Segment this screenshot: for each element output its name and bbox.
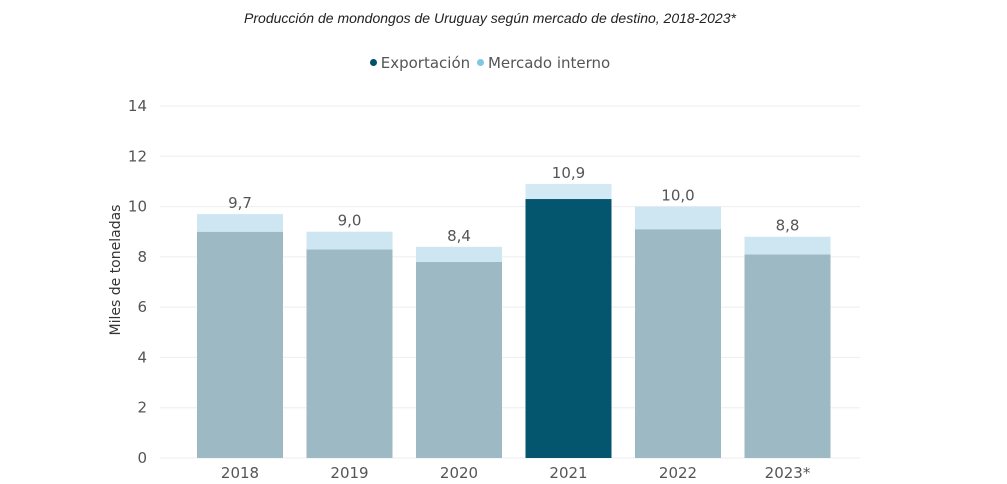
- bar-mercado-interno-2022[interactable]: [635, 206, 721, 230]
- y-tick-label: 12: [128, 147, 147, 165]
- bar-exportacion-2019[interactable]: [306, 249, 393, 458]
- bar-mercado-interno-2021[interactable]: [525, 183, 612, 200]
- total-label: 9,0: [338, 212, 362, 230]
- bar-mercado-interno-2019[interactable]: [306, 231, 393, 250]
- y-axis-ticks: 0 2 4 6 8 10 12 14: [128, 97, 147, 467]
- legend-dot-exportacion: [369, 59, 377, 66]
- legend-label-mercado-interno: Mercado interno: [487, 54, 611, 72]
- bar-exportacion-2018[interactable]: [197, 231, 283, 458]
- y-tick-label: 4: [137, 348, 147, 366]
- x-tick-label: 2020: [440, 464, 478, 482]
- bar-exportacion-2023[interactable]: [744, 254, 831, 458]
- total-label: 10,9: [552, 164, 585, 182]
- x-tick-label: 2019: [330, 464, 368, 482]
- chart-title: Producción de mondongos de Uruguay según…: [244, 10, 736, 26]
- y-tick-label: 10: [128, 198, 147, 216]
- total-label: 10,0: [661, 187, 694, 205]
- y-axis-title: Miles de toneladas: [108, 205, 124, 336]
- x-tick-label: 2022: [659, 464, 697, 482]
- bar-exportacion-2020[interactable]: [416, 261, 502, 458]
- y-tick-label: 14: [128, 97, 147, 115]
- bar-exportacion-2022[interactable]: [635, 229, 721, 458]
- legend-label-exportacion: Exportación: [380, 54, 471, 72]
- total-label: 8,8: [776, 217, 800, 235]
- bar-mercado-interno-2020[interactable]: [416, 246, 502, 262]
- bar-mercado-interno-2018[interactable]: [197, 214, 283, 232]
- legend: Exportación Mercado interno: [0, 54, 980, 72]
- total-label: 8,4: [447, 227, 471, 245]
- y-tick-label: 0: [137, 449, 147, 467]
- x-tick-label: 2021: [549, 464, 587, 482]
- x-tick-label: 2018: [221, 464, 259, 482]
- x-axis-ticks: 2018 2019 2020 2021 2022 2023*: [221, 464, 811, 482]
- y-tick-label: 8: [137, 248, 147, 266]
- bars: [197, 183, 831, 458]
- bar-exportacion-2021[interactable]: [525, 199, 612, 458]
- legend-item-mercado-interno[interactable]: Mercado interno: [476, 54, 611, 72]
- legend-dot-mercado-interno: [476, 59, 484, 66]
- legend-item-exportacion[interactable]: Exportación: [369, 54, 471, 72]
- y-tick-label: 2: [137, 399, 147, 417]
- x-tick-label: 2023*: [765, 464, 811, 482]
- y-tick-label: 6: [137, 298, 147, 316]
- total-label: 9,7: [228, 194, 252, 212]
- bar-mercado-interno-2023[interactable]: [744, 236, 831, 255]
- data-labels: 9,7 9,0 8,4 10,9 10,0 8,8: [228, 164, 799, 245]
